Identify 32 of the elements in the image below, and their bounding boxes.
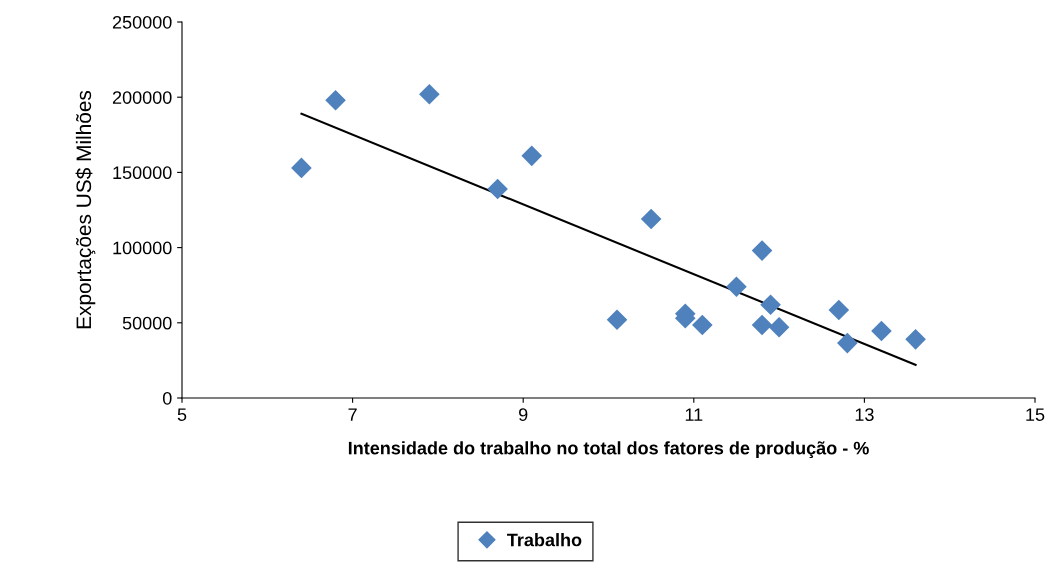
y-tick-label: 150000 (113, 166, 172, 180)
point (760, 294, 781, 316)
y-axis-title: Exportações US$ Milhões (75, 90, 96, 329)
point (905, 329, 926, 350)
legend-label: Trabalho (507, 533, 582, 547)
x-tick-label: 15 (1026, 408, 1045, 421)
point (837, 332, 858, 354)
x-tick-label: 13 (855, 408, 874, 421)
x-tick-label: 5 (177, 408, 187, 421)
x-tick-label: 9 (519, 408, 528, 421)
point (768, 317, 790, 338)
point (606, 309, 628, 331)
point (521, 145, 543, 167)
point (640, 208, 662, 230)
point (487, 178, 508, 200)
y-tick-label: 50000 (122, 316, 172, 330)
y-tick-label: 100000 (113, 241, 172, 255)
x-tick-label: 7 (348, 408, 357, 421)
point (692, 314, 713, 336)
point (828, 299, 850, 321)
point (751, 240, 773, 261)
point (726, 276, 747, 297)
y-tick-label: 0 (162, 391, 172, 405)
y-tick-label: 200000 (112, 91, 172, 104)
y-tick-label: 250000 (112, 15, 172, 29)
x-axis-title: Intensidade do trabalho no total dos fatores de produção - % (348, 441, 869, 459)
point (325, 89, 346, 111)
x-tick-label: 11 (685, 408, 703, 421)
point (751, 314, 773, 336)
point (419, 83, 440, 105)
point (871, 320, 892, 342)
point (291, 157, 312, 179)
